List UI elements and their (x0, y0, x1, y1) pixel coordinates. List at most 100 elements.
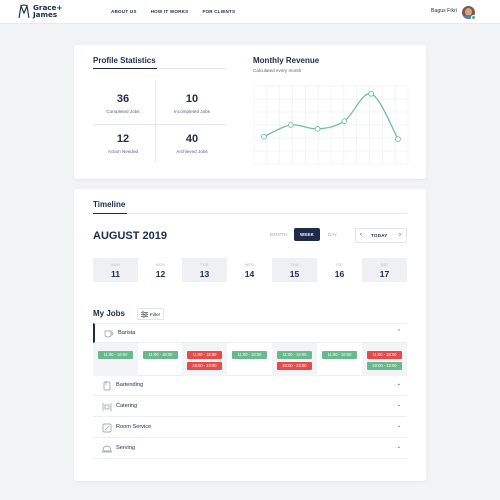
chevron-down-icon[interactable]: ⌄ (396, 423, 401, 429)
shift-wed-1[interactable]: 11:00 - 18:00 (232, 351, 267, 359)
stat-action-needed: 12 Action Needed (93, 133, 153, 154)
day-column-wed[interactable]: WED 14 (227, 258, 272, 282)
today-button[interactable]: TODAY (371, 233, 388, 238)
shift-tue-1[interactable]: 11:00 - 18:00 (187, 351, 222, 359)
day-number: 14 (244, 269, 255, 279)
nav-for-clients[interactable]: FOR CLIENTS (202, 9, 236, 14)
job-name: Room Service (116, 424, 152, 430)
current-month-label: AUGUST 2019 (93, 230, 167, 242)
job-name: Barista (118, 330, 136, 336)
stats-divider-horizontal (93, 124, 226, 125)
revenue-point-1[interactable] (287, 122, 294, 128)
stats-divider-vertical (155, 80, 156, 162)
view-tab-day[interactable]: DAY (328, 232, 338, 237)
next-week-icon[interactable]: › (399, 232, 401, 238)
stat-value: 40 (185, 133, 199, 145)
shift-thu-2[interactable]: 20:00 - 22:00 (277, 362, 312, 370)
stat-incompleted-jobs: 10 Incompleted Jobs (158, 93, 226, 114)
shift-sat-1[interactable]: 11:00 - 18:00 (367, 351, 402, 359)
stat-label: Completed Jobs (106, 109, 140, 114)
shift-column (182, 343, 227, 376)
day-name: FRI (336, 263, 343, 267)
stats-title-rule (93, 68, 226, 69)
stat-label: Incompleted Jobs (173, 109, 210, 114)
monthly-revenue-subtitle: Calculated every month (253, 68, 302, 73)
day-name: SAT (380, 263, 389, 267)
view-tab-month[interactable]: MONTH (270, 232, 288, 237)
day-column-sat[interactable]: SAT 17 (362, 258, 407, 282)
stat-archieved-jobs: 40 Archieved Jobs (158, 133, 226, 154)
shift-column (272, 343, 317, 376)
filter-label: Filter (150, 312, 161, 317)
job-name: Bartending (116, 382, 144, 388)
online-status-dot (471, 15, 476, 20)
revenue-point-3[interactable] (341, 118, 348, 124)
day-name: TUE (200, 263, 209, 267)
chevron-down-icon[interactable]: ⌄ (396, 444, 401, 450)
shift-sat-2[interactable]: 20:00 - 22:00 (367, 362, 402, 370)
revenue-point-5[interactable] (395, 136, 401, 142)
main-nav: ABOUT US HOW IT WORKS FOR CLIENTS (111, 9, 235, 14)
today-navigator: ‹ TODAY › (355, 228, 407, 243)
chevron-up-icon[interactable]: ⌃ (396, 329, 401, 335)
stats-title-underline (93, 68, 157, 69)
day-number: 11 (110, 269, 121, 279)
day-column-tue[interactable]: TUE 13 (182, 258, 227, 282)
coffee-cup-icon (104, 330, 114, 338)
top-header: Grace+ James ABOUT US HOW IT WORKS FOR C… (0, 0, 500, 24)
day-name: THU (290, 263, 299, 267)
logo-text-line1: Grace+ (33, 2, 63, 12)
job-row-barista[interactable]: Barista ⌃ (93, 323, 407, 343)
stat-label: Action Needed (107, 149, 139, 154)
filter-button[interactable]: Filter (137, 308, 164, 320)
shift-tue-2[interactable]: 20:00 - 22:00 (187, 362, 222, 370)
logo-mark-icon (18, 4, 30, 19)
filter-icon (141, 311, 148, 318)
stat-completed-jobs: 36 Completed Jobs (93, 93, 153, 114)
job-row-catering[interactable]: Catering ⌄ (93, 397, 407, 417)
job-row-serving[interactable]: Serving ⌄ (93, 439, 407, 459)
user-name[interactable]: Bagus Fikri (431, 8, 457, 14)
stat-value: 10 (185, 93, 199, 105)
monthly-revenue-title: Monthly Revenue (253, 56, 320, 65)
shift-sun-1[interactable]: 11:00 - 18:00 (98, 351, 133, 359)
view-tab-week[interactable]: WEEK (294, 228, 320, 241)
day-column-fri[interactable]: FRI 16 (317, 258, 362, 282)
barista-shift-grid: 11:00 - 18:00 11:00 - 18:00 11:00 - 18:0… (93, 343, 407, 376)
cocktail-icon (103, 381, 111, 391)
revenue-line-chart (253, 85, 409, 165)
job-name: Catering (116, 403, 138, 409)
room-service-icon (102, 423, 112, 433)
day-name: SUN (111, 263, 120, 267)
day-number: 13 (199, 269, 210, 279)
logo[interactable]: Grace+ James (18, 4, 62, 19)
day-name: WED (244, 263, 255, 267)
shift-column (362, 343, 407, 376)
shift-column (93, 343, 138, 376)
day-number: 17 (379, 269, 390, 279)
chevron-down-icon[interactable]: ⌄ (396, 402, 401, 408)
day-column-sun[interactable]: SUN 11 (93, 258, 138, 282)
revenue-point-4[interactable] (368, 90, 375, 97)
prev-week-icon[interactable]: ‹ (360, 232, 362, 238)
day-column-mon[interactable]: MON 12 (138, 258, 183, 282)
timeline-title-rule (93, 213, 407, 214)
logo-text-line2: James (33, 9, 58, 19)
job-row-room-service[interactable]: Room Service ⌄ (93, 418, 407, 438)
day-column-thu[interactable]: THU 15 (272, 258, 317, 282)
shift-fri-1[interactable]: 11:00 - 18:00 (322, 351, 357, 359)
stat-label: Archieved Jobs (176, 149, 208, 154)
job-row-bartending[interactable]: Bartending ⌄ (93, 376, 407, 396)
nav-how-it-works[interactable]: HOW IT WORKS (150, 9, 189, 14)
my-jobs-title: My Jobs (93, 309, 126, 318)
shift-thu-1[interactable]: 11:00 - 18:00 (277, 351, 312, 359)
day-number: 12 (155, 269, 166, 279)
chevron-down-icon[interactable]: ⌄ (396, 381, 401, 387)
catering-icon (102, 403, 112, 411)
timeline-title-underline (93, 213, 127, 214)
revenue-point-2[interactable] (314, 126, 321, 132)
nav-about-us[interactable]: ABOUT US (111, 9, 137, 14)
shift-mon-1[interactable]: 11:00 - 18:00 (143, 351, 178, 359)
revenue-point-0[interactable] (261, 133, 267, 140)
cloche-icon (102, 445, 112, 453)
